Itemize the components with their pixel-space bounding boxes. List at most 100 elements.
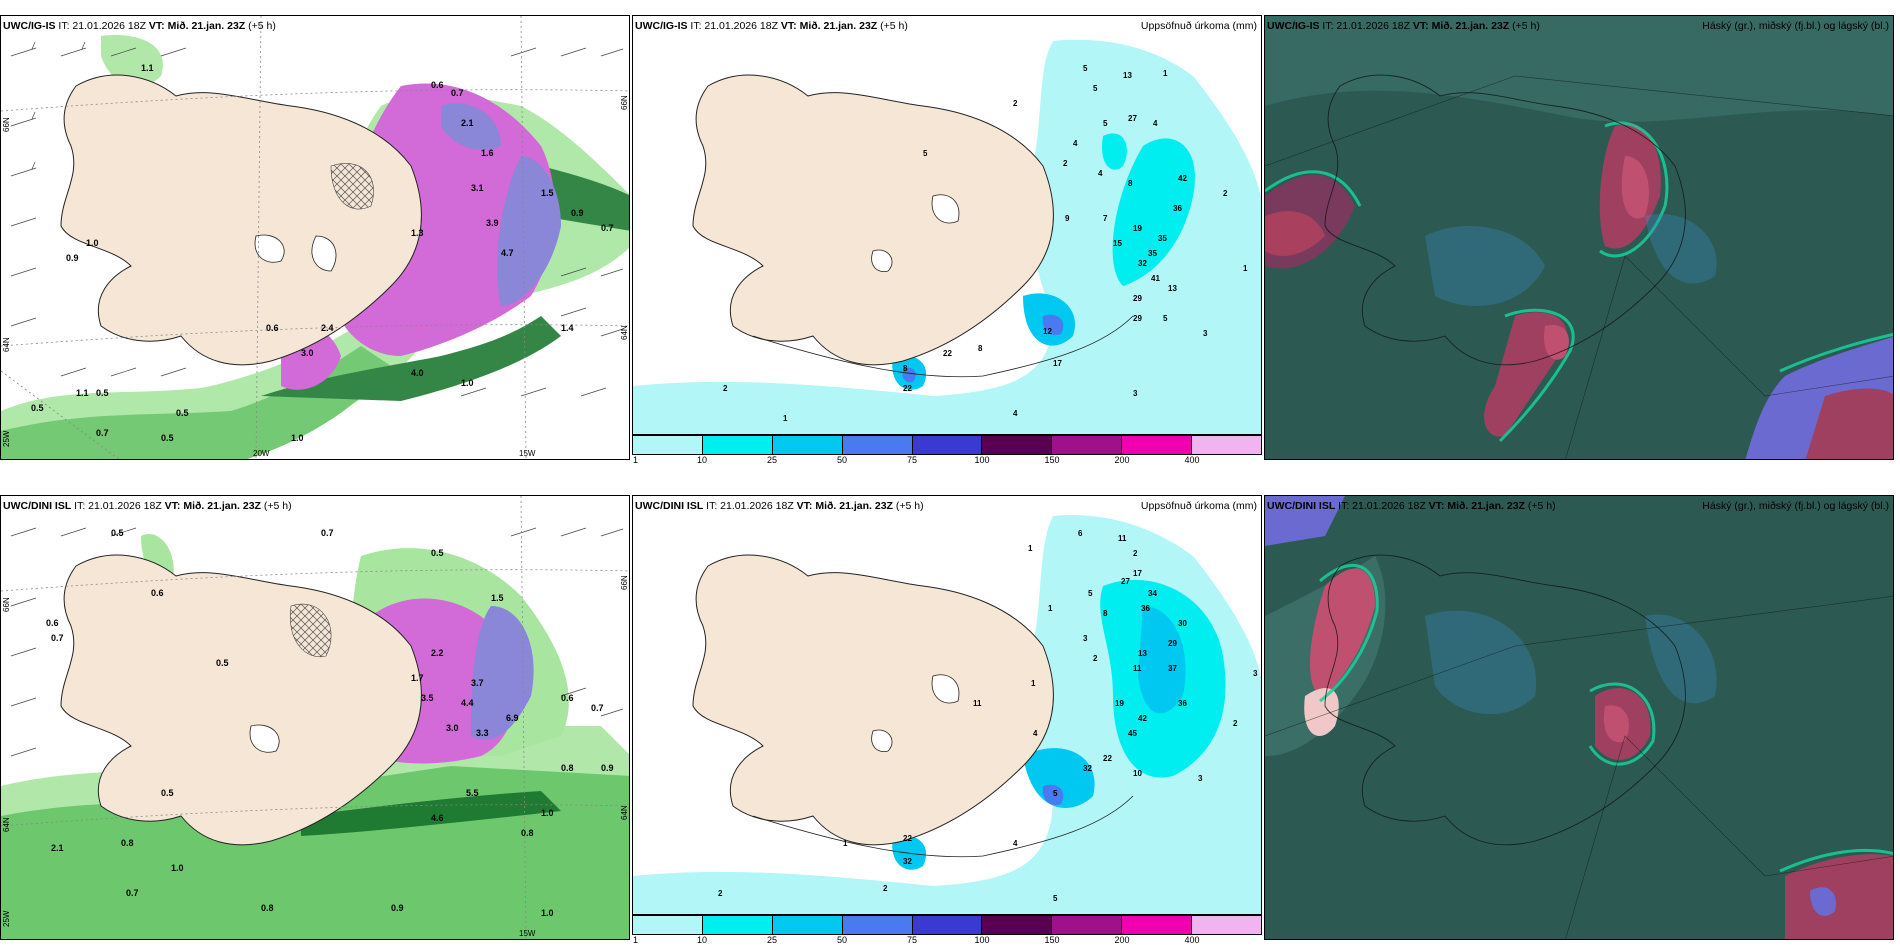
- svg-text:3.5: 3.5: [421, 693, 434, 703]
- svg-text:0.6: 0.6: [431, 80, 444, 90]
- svg-text:22: 22: [903, 834, 912, 843]
- colorbar-segment: [1122, 916, 1193, 934]
- map-surface: [1265, 496, 1893, 939]
- svg-text:37: 37: [1168, 664, 1177, 673]
- svg-text:4: 4: [1153, 119, 1158, 128]
- svg-text:11: 11: [973, 699, 982, 708]
- svg-text:35: 35: [1158, 234, 1167, 243]
- svg-text:0.5: 0.5: [216, 658, 229, 668]
- svg-text:6.9: 6.9: [506, 713, 519, 723]
- svg-text:0.9: 0.9: [571, 208, 584, 218]
- panel-variable-title: Uppsöfnuð úrkoma (mm): [1140, 500, 1257, 512]
- colorbar-segment: [702, 436, 773, 454]
- svg-text:0.5: 0.5: [111, 528, 124, 538]
- svg-text:64N: 64N: [2, 817, 11, 832]
- svg-text:4.6: 4.6: [431, 813, 444, 823]
- svg-text:1.0: 1.0: [86, 238, 99, 248]
- colorbar-tick: 1: [633, 455, 639, 465]
- panel-header: UWC/DINI ISL IT: 21.01.2026 18Z VT: Mið.…: [1267, 500, 1556, 512]
- svg-text:1.5: 1.5: [541, 188, 554, 198]
- colorbar-segment: [842, 436, 913, 454]
- svg-text:5.5: 5.5: [466, 788, 479, 798]
- svg-text:0.7: 0.7: [591, 703, 604, 713]
- svg-text:0.9: 0.9: [391, 903, 404, 913]
- svg-text:42: 42: [1178, 174, 1187, 183]
- svg-text:45: 45: [1128, 729, 1137, 738]
- map-surface: [1265, 16, 1893, 459]
- svg-text:1: 1: [783, 414, 788, 423]
- svg-text:2: 2: [1233, 719, 1238, 728]
- colorbar-tick: 25: [766, 935, 778, 945]
- svg-text:8: 8: [903, 364, 908, 373]
- map-surface: 6 11 2 1 17 27 34 36 30 29 8 1 5 3 2 13 …: [633, 496, 1261, 914]
- svg-text:64N: 64N: [620, 325, 629, 340]
- svg-text:15: 15: [1113, 239, 1122, 248]
- svg-text:3: 3: [1203, 329, 1208, 338]
- svg-text:0.9: 0.9: [601, 763, 614, 773]
- colorbar-segment: [1052, 916, 1123, 934]
- svg-text:1.5: 1.5: [491, 593, 504, 603]
- colorbar-tick: 150: [1044, 455, 1060, 465]
- svg-text:32: 32: [1083, 764, 1092, 773]
- colorbar-swatches: [632, 435, 1262, 455]
- svg-text:30: 30: [1178, 619, 1187, 628]
- svg-text:1.1: 1.1: [76, 388, 89, 398]
- svg-text:3.9: 3.9: [486, 218, 499, 228]
- panel-header: UWC/IG-IS IT: 21.01.2026 18Z VT: Mið. 21…: [1267, 20, 1540, 32]
- svg-text:1.0: 1.0: [171, 863, 184, 873]
- svg-text:2.2: 2.2: [431, 648, 444, 658]
- svg-text:17: 17: [1053, 359, 1062, 368]
- svg-text:0.6: 0.6: [561, 693, 574, 703]
- svg-text:2: 2: [723, 384, 728, 393]
- svg-text:27: 27: [1128, 114, 1137, 123]
- colorbar-segment: [912, 436, 983, 454]
- svg-text:4.7: 4.7: [501, 248, 514, 258]
- svg-text:1.0: 1.0: [291, 433, 304, 443]
- svg-text:0.9: 0.9: [66, 253, 79, 263]
- svg-text:4: 4: [1098, 169, 1103, 178]
- svg-text:5: 5: [1053, 894, 1058, 903]
- svg-text:3.1: 3.1: [471, 183, 484, 193]
- svg-text:5: 5: [1053, 789, 1058, 798]
- colorbar-segment: [982, 436, 1053, 454]
- panel-variable-title: Uppsöfnuð úrkoma (mm): [1140, 20, 1257, 32]
- colorbar-segment: [633, 436, 703, 454]
- colorbar-segment: [772, 436, 843, 454]
- svg-text:12: 12: [1043, 327, 1052, 336]
- svg-text:5: 5: [923, 149, 928, 158]
- svg-text:2.4: 2.4: [321, 323, 334, 333]
- colorbar-segment: [1122, 436, 1193, 454]
- svg-text:2.1: 2.1: [461, 118, 474, 128]
- svg-text:4.0: 4.0: [411, 368, 424, 378]
- panel-cloud-cover-igis: UWC/IG-IS IT: 21.01.2026 18Z VT: Mið. 21…: [1264, 15, 1894, 460]
- svg-text:2: 2: [1223, 189, 1228, 198]
- colorbar-segment: [912, 916, 983, 934]
- colorbar-tick: 10: [696, 455, 708, 465]
- svg-text:8: 8: [978, 344, 983, 353]
- svg-text:3: 3: [1133, 389, 1138, 398]
- colorbar-tick: 50: [836, 455, 848, 465]
- colorbar-tick: 100: [974, 455, 990, 465]
- svg-text:3: 3: [1198, 774, 1203, 783]
- map-surface: 0.5 0.7 0.5 0.6 0.6 0.7 1.5 2.2 3.7 4.4 …: [1, 496, 629, 939]
- panel-precip-contours-dini: 0.5 0.7 0.5 0.6 0.6 0.7 1.5 2.2 3.7 4.4 …: [0, 495, 630, 940]
- svg-text:36: 36: [1173, 204, 1182, 213]
- map-surface: 13 5 1 5 2 5 4 27 4 2 4 8 42 36 35 2 9 7…: [633, 16, 1261, 434]
- colorbar-tick: 400: [1184, 935, 1200, 945]
- svg-text:0.7: 0.7: [601, 223, 614, 233]
- panel-variable-title: Háský (gr.), miðský (fj.bl.) og lágský (…: [1702, 20, 1889, 32]
- colorbar-tick: 400: [1184, 455, 1200, 465]
- colorbar-swatches: [632, 915, 1262, 935]
- svg-text:0.6: 0.6: [266, 323, 279, 333]
- svg-text:1.0: 1.0: [541, 808, 554, 818]
- colorbar-ticks: 1 10 25 50 75 100 150 200 400: [632, 455, 1262, 467]
- colorbar-ticks: 1 10 25 50 75 100 150 200 400: [632, 935, 1262, 947]
- svg-text:3.0: 3.0: [446, 723, 459, 733]
- svg-text:1: 1: [1163, 69, 1168, 78]
- svg-text:3.3: 3.3: [476, 728, 489, 738]
- svg-text:0.7: 0.7: [321, 528, 334, 538]
- svg-text:20W: 20W: [253, 449, 270, 458]
- svg-text:27: 27: [1121, 577, 1130, 586]
- svg-text:22: 22: [903, 384, 912, 393]
- svg-text:1: 1: [1028, 544, 1033, 553]
